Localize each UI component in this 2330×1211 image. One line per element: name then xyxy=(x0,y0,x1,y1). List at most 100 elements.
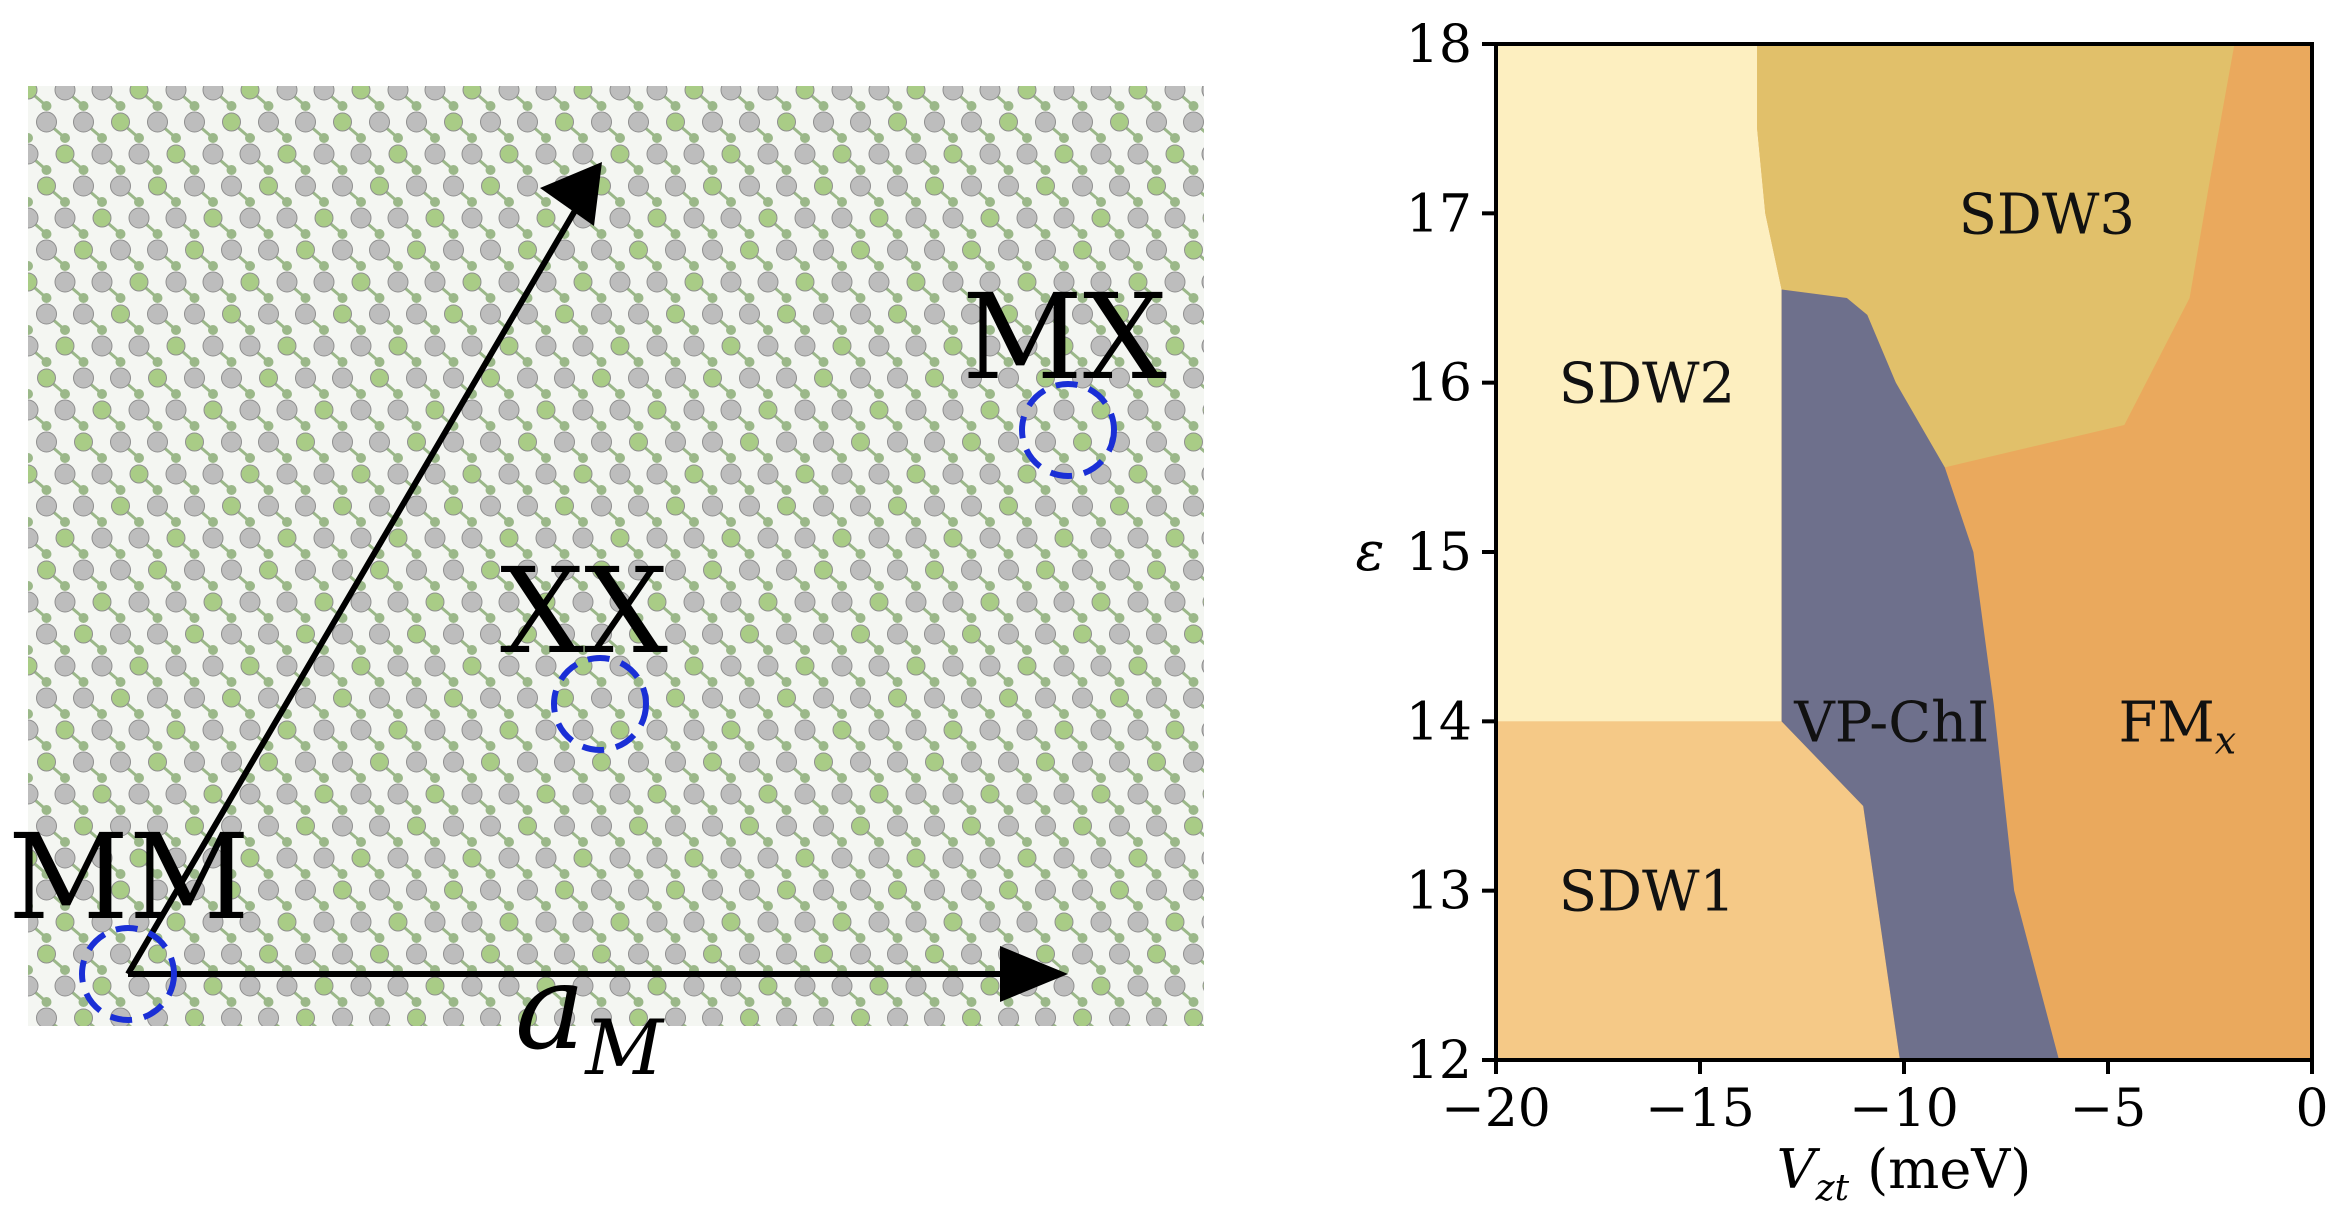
lattice-atom-small xyxy=(911,837,921,847)
lattice-atom xyxy=(740,1008,759,1026)
lattice-atom-small xyxy=(245,1029,255,1039)
lattice-atom-small xyxy=(41,805,52,815)
lattice-atom-small xyxy=(985,709,995,719)
lattice-atom-small xyxy=(1040,421,1051,431)
lattice-atom xyxy=(832,720,852,740)
lattice-atom xyxy=(1146,303,1167,325)
lattice-atom-small xyxy=(874,133,884,143)
lattice-atom xyxy=(813,495,834,517)
lattice-atom xyxy=(1035,239,1056,261)
lattice-atom-small xyxy=(874,1029,884,1039)
lattice-bond xyxy=(10,1082,29,1098)
lattice-atom xyxy=(739,111,760,133)
lattice-atom xyxy=(962,624,981,644)
lattice-atom-small xyxy=(319,325,329,335)
lattice-atom xyxy=(868,719,890,741)
lattice-atom-small xyxy=(245,389,255,399)
lattice-atom xyxy=(554,1007,575,1026)
lattice-atom xyxy=(702,111,723,133)
lattice-atom xyxy=(388,144,408,164)
lattice-atom xyxy=(905,527,927,549)
lattice-atom-small xyxy=(171,389,181,399)
lattice-atom xyxy=(407,240,426,260)
lattice-atom-small xyxy=(726,261,736,271)
lattice-atom xyxy=(0,272,1,292)
lattice-atom-small xyxy=(411,101,422,111)
lattice-atom xyxy=(165,463,187,485)
lattice-bond xyxy=(269,1082,288,1098)
lattice-atom xyxy=(202,911,224,933)
lattice-atom-small xyxy=(1114,485,1125,495)
lattice-atom xyxy=(906,848,926,868)
lattice-atom xyxy=(443,1007,464,1026)
lattice-atom xyxy=(0,176,20,196)
lattice-atom-small xyxy=(1077,549,1088,559)
lattice-atom xyxy=(425,784,445,804)
lattice-atom-small xyxy=(60,197,70,207)
lattice-atom-small xyxy=(689,197,699,207)
lattice-atom xyxy=(685,1041,703,1059)
lattice-atom-small xyxy=(263,165,274,175)
lattice-atom-small xyxy=(263,933,274,943)
lattice-atom-small xyxy=(1244,901,1254,911)
lattice-atom xyxy=(54,783,76,805)
lattice-atom-small xyxy=(1077,869,1088,879)
lattice-atom xyxy=(54,591,76,613)
lattice-atom xyxy=(1164,975,1186,997)
lattice-bond xyxy=(1268,1018,1287,1034)
lattice-atom-small xyxy=(300,421,311,431)
lattice-atom xyxy=(222,48,242,68)
lattice-atom xyxy=(961,751,982,773)
lattice-atom-small xyxy=(171,645,181,655)
lattice-bond xyxy=(1249,858,1268,874)
lattice-atom xyxy=(1258,1008,1278,1028)
lattice-atom xyxy=(184,303,205,325)
lattice-atom xyxy=(646,911,668,933)
lattice-atom-small xyxy=(263,805,274,815)
lattice-atom-small xyxy=(78,549,89,559)
lattice-atom-small xyxy=(1077,165,1088,175)
lattice-bond xyxy=(1231,250,1250,266)
lattice-atom xyxy=(905,591,927,613)
lattice-bond xyxy=(1212,90,1231,106)
lattice-atom xyxy=(28,272,38,292)
lattice-atom xyxy=(757,463,779,485)
lattice-atom-small xyxy=(115,549,126,559)
lattice-bond xyxy=(28,456,29,458)
lattice-atom xyxy=(258,111,279,133)
lattice-atom xyxy=(259,944,278,964)
lattice-atom xyxy=(221,239,242,261)
lattice-atom-small xyxy=(1226,229,1236,239)
lattice-atom-small xyxy=(1003,357,1014,367)
lattice-atom-small xyxy=(1263,741,1273,751)
lattice-atom-small xyxy=(115,165,126,175)
lattice-atom-small xyxy=(689,1029,699,1039)
lattice-atom-small xyxy=(615,517,625,527)
lattice-atom-small xyxy=(374,421,385,431)
lattice-atom-small xyxy=(245,581,255,591)
lattice-atom-small xyxy=(1170,517,1180,527)
lattice-atom xyxy=(905,783,927,805)
lattice-atom xyxy=(535,143,557,165)
lattice-bond xyxy=(1212,602,1231,618)
lattice-atom xyxy=(185,1072,205,1092)
lattice-atom xyxy=(869,592,889,612)
lattice-atom xyxy=(1221,240,1241,260)
lattice-atom-small xyxy=(1207,325,1217,335)
lattice-atom-small xyxy=(1226,677,1236,687)
lattice-atom-small xyxy=(467,1029,477,1039)
lattice-atom-small xyxy=(652,197,662,207)
lattice-atom xyxy=(1258,688,1278,708)
lattice-atom-small xyxy=(911,517,921,527)
lattice-bond xyxy=(1212,730,1231,746)
lattice-atom xyxy=(277,336,297,356)
lattice-atom-small xyxy=(818,229,829,239)
lattice-bond xyxy=(750,1082,769,1098)
lattice-atom-small xyxy=(892,293,903,303)
lattice-atom-small xyxy=(189,549,200,559)
lattice-atom xyxy=(850,111,871,133)
lattice-atom xyxy=(1127,335,1149,357)
lattice-atom xyxy=(1109,239,1130,261)
lattice-atom-small xyxy=(1114,997,1125,1007)
lattice-atom-small xyxy=(282,69,292,79)
